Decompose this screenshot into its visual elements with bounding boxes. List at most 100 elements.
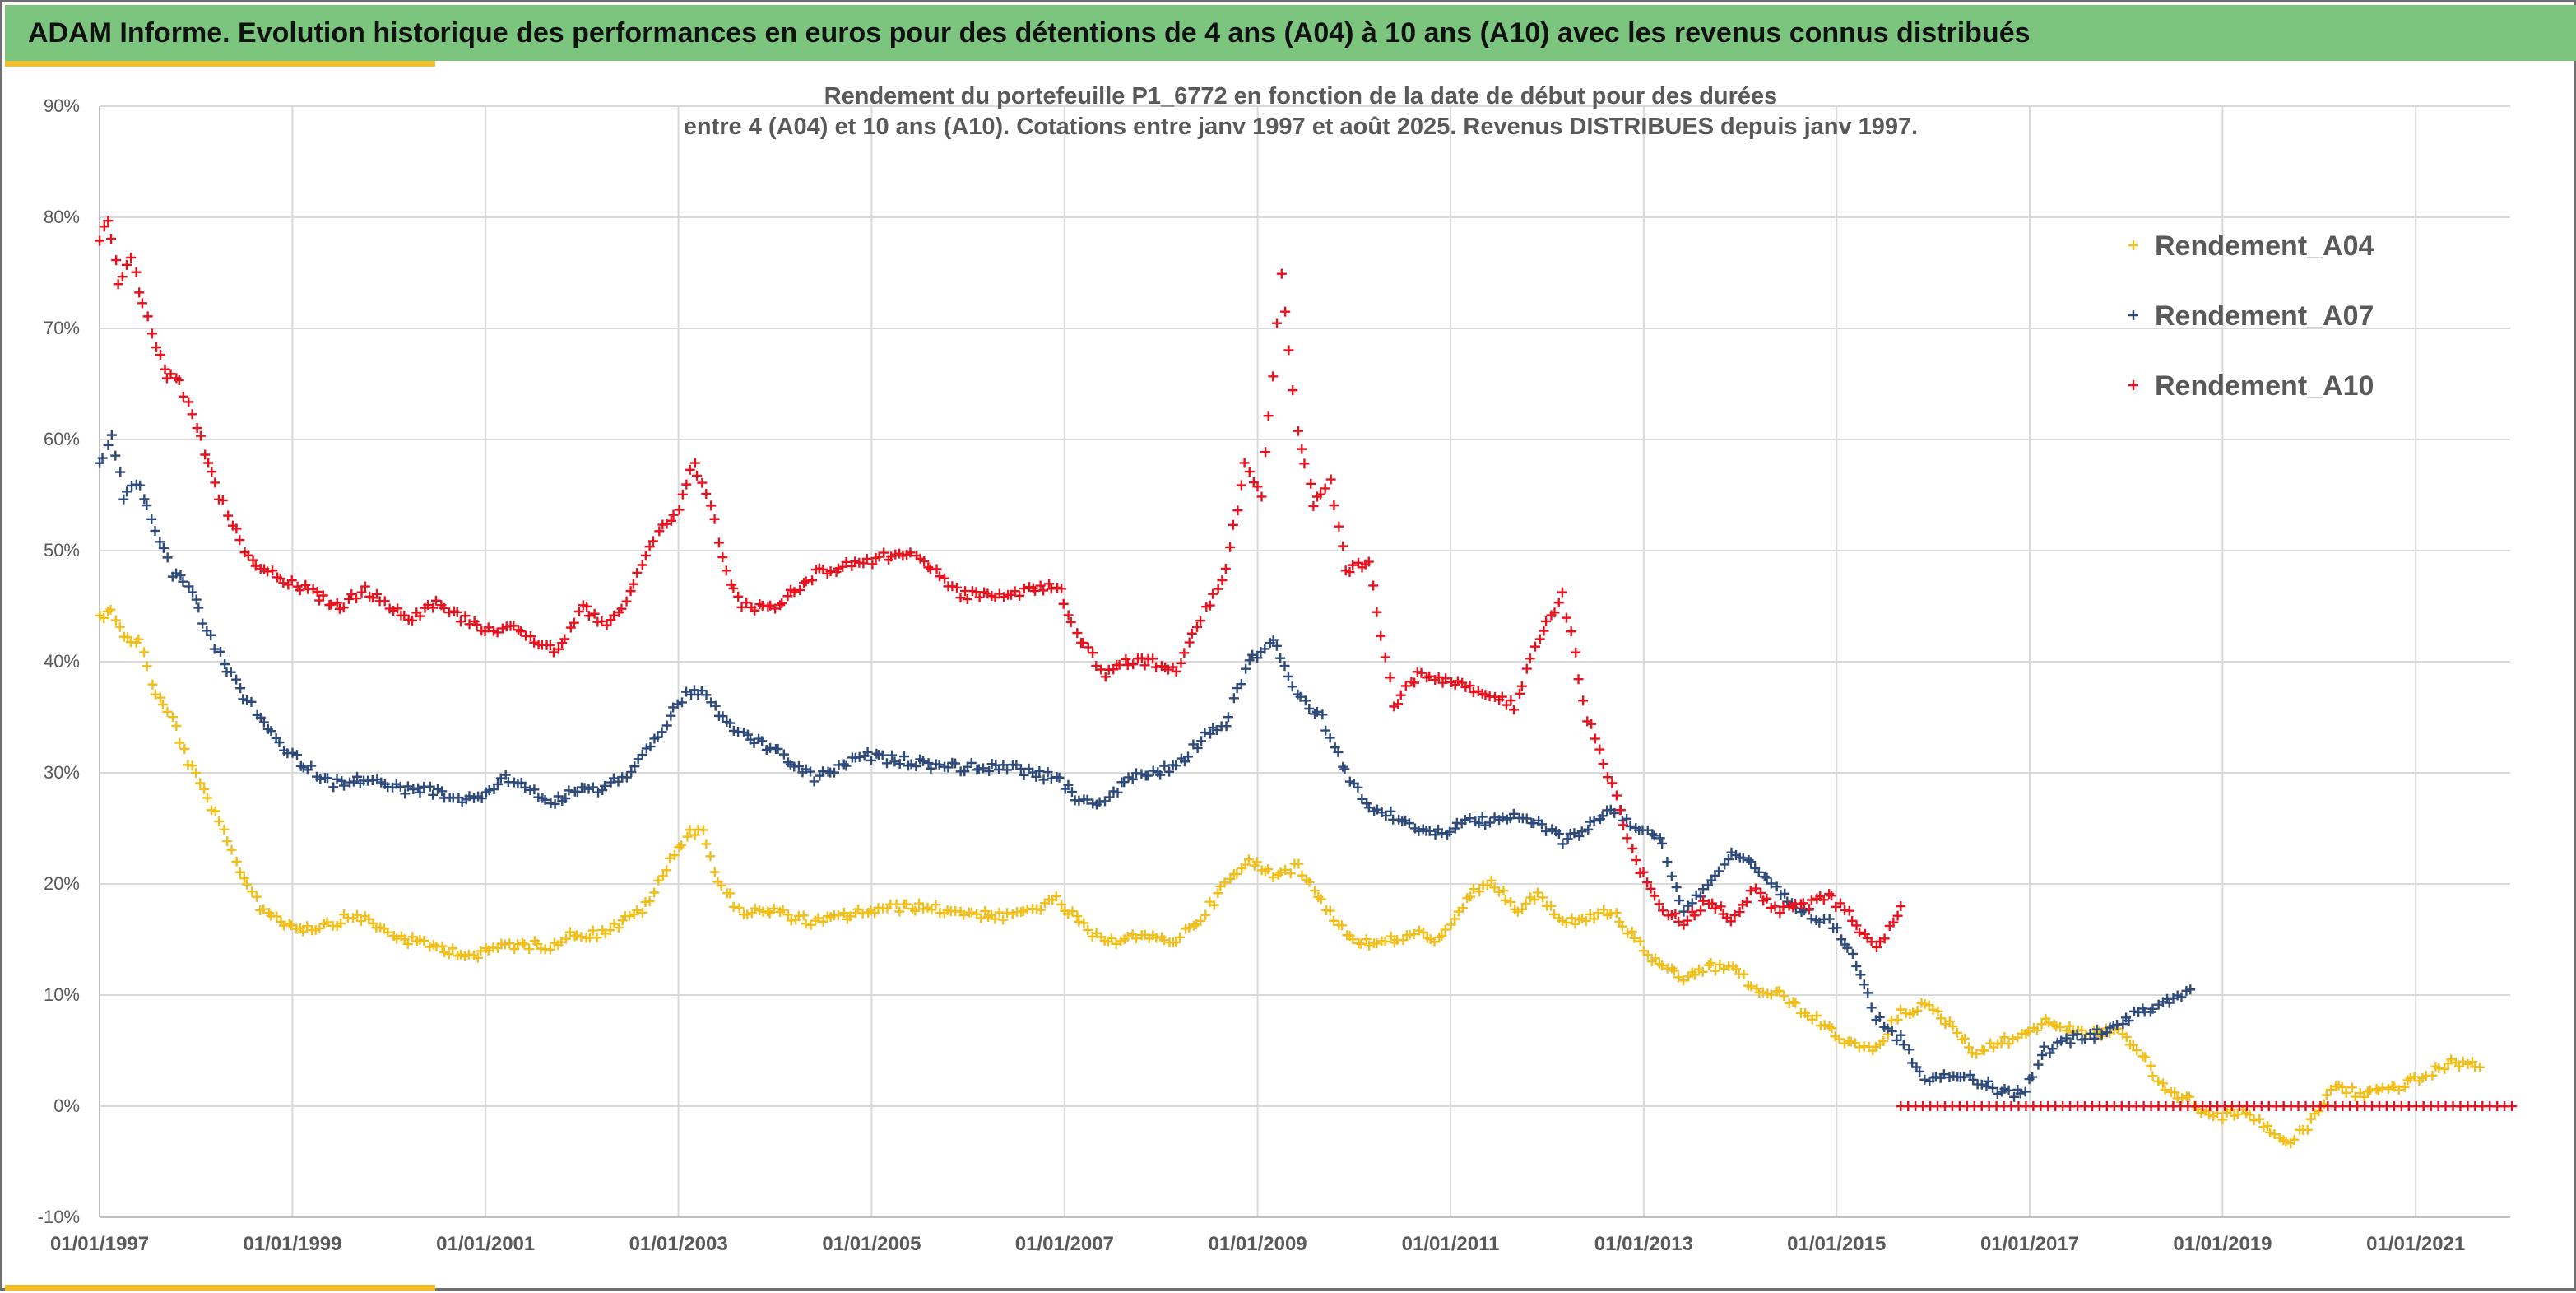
data-point: [406, 615, 417, 626]
data-point: [1429, 937, 1440, 947]
data-point: [214, 816, 225, 826]
data-point: [1380, 652, 1390, 663]
data-point: [676, 697, 687, 708]
data-point: [295, 585, 305, 596]
data-point: [871, 748, 882, 759]
data-point: [460, 611, 471, 621]
data-point: [716, 880, 726, 891]
data-point: [998, 914, 1009, 925]
data-point: [286, 920, 297, 931]
data-point: [838, 908, 849, 919]
data-point: [351, 909, 362, 920]
data-point: [1252, 653, 1263, 663]
data-point: [1566, 626, 1576, 637]
data-point: [326, 599, 337, 610]
data-point: [266, 726, 276, 737]
data-point: [267, 565, 278, 576]
data-point: [1179, 648, 1190, 658]
data-point: [407, 932, 418, 942]
data-point: [1834, 1034, 1845, 1044]
data-point: [2039, 1041, 2049, 1052]
data-point: [1847, 948, 1858, 959]
data-point: [1697, 884, 1708, 895]
data-point: [682, 831, 693, 842]
data-point: [666, 710, 676, 721]
data-point: [1898, 1040, 1909, 1050]
data-point: [1818, 895, 1829, 905]
data-point: [1751, 883, 1761, 894]
data-point: [717, 552, 728, 563]
data-point: [1689, 970, 1700, 980]
data-point: [174, 374, 184, 385]
data-point: [1106, 933, 1116, 943]
data-point: [1325, 905, 1335, 916]
data-point: [117, 272, 128, 282]
accent-bar-bottom: [5, 1285, 435, 1291]
data-point: [248, 555, 258, 565]
data-point: [1546, 900, 1557, 911]
data-point: [428, 789, 439, 800]
data-point: [2217, 1114, 2228, 1125]
data-point: [127, 480, 137, 491]
data-point: [1002, 908, 1013, 919]
data-point: [545, 944, 555, 955]
data-point: [360, 581, 370, 592]
data-point: [1241, 663, 1251, 674]
data-point: [1440, 924, 1450, 935]
data-point: [1320, 483, 1330, 494]
data-point: [1489, 882, 1500, 893]
data-point: [439, 947, 449, 957]
data-point: [1460, 815, 1470, 826]
data-point: [1707, 898, 1718, 909]
data-point: [705, 851, 716, 862]
data-point: [1316, 489, 1326, 500]
data-point: [1159, 760, 1170, 771]
data-point: [115, 467, 126, 477]
data-point: [1965, 1069, 1975, 1080]
data-point: [1851, 920, 1862, 931]
data-point: [1469, 884, 1479, 895]
data-point: [1131, 933, 1142, 944]
data-point: [1244, 655, 1255, 666]
data-point: [1655, 833, 1665, 844]
data-point: [1393, 699, 1404, 709]
y-tick-label: 60%: [44, 429, 80, 449]
data-point: [2055, 1021, 2066, 1032]
data-point: [191, 594, 202, 605]
data-point: [887, 750, 898, 760]
data-point: [1353, 782, 1363, 793]
data-point: [1283, 671, 1293, 681]
data-point: [137, 298, 147, 309]
data-point: [1682, 915, 1692, 926]
data-point: [2020, 1086, 2031, 1097]
data-point: [1395, 690, 1406, 700]
data-point: [103, 216, 114, 226]
data-point: [1385, 672, 1395, 683]
data-point: [2123, 1016, 2134, 1026]
data-point: [2027, 1072, 2038, 1082]
data-point: [1578, 695, 1589, 706]
data-point: [661, 720, 672, 731]
data-point: [1723, 854, 1734, 865]
data-point: [768, 903, 779, 914]
data-point: [1042, 767, 1053, 778]
series-rendement-a07: [95, 430, 2196, 1102]
data-point: [231, 856, 242, 867]
data-point: [118, 494, 129, 505]
data-point: [1418, 927, 1428, 937]
data-point: [742, 909, 753, 920]
data-point: [697, 477, 708, 488]
data-point: [644, 542, 655, 552]
data-point: [637, 907, 647, 918]
data-point: [1464, 813, 1475, 824]
data-point: [1930, 1072, 1941, 1082]
data-point: [1268, 371, 1279, 382]
data-point: [1208, 588, 1218, 599]
legend-marker: [2128, 380, 2138, 390]
data-point: [1252, 481, 1263, 492]
data-point: [1874, 1012, 1885, 1022]
y-axis-ticks: -10% 0% 10% 20% 30% 40% 50% 60% 70% 80% 90%: [38, 95, 80, 1227]
data-point: [1205, 728, 1216, 739]
data-point: [649, 887, 660, 898]
data-point: [653, 875, 664, 886]
